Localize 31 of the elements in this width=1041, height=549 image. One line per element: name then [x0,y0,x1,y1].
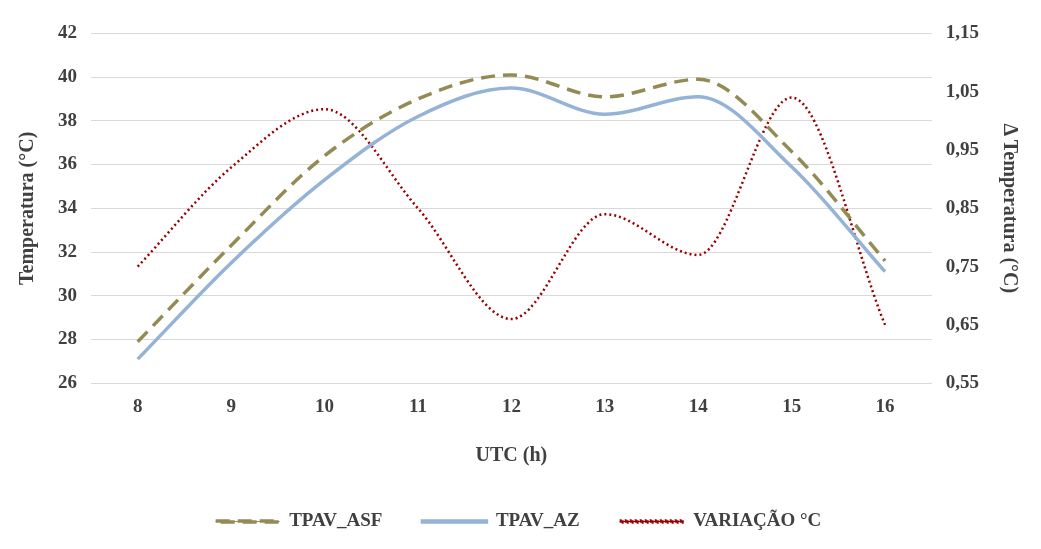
y-tick-label: 34 [58,196,78,218]
legend-label: TPAV_AZ [495,509,580,531]
y-tick-label: 42 [58,21,77,43]
x-tick-label: 16 [875,394,895,416]
x-tick-label: 10 [315,394,335,416]
y-tick-label: 40 [58,65,77,87]
y-tick-label: 32 [58,239,77,261]
y-tick-label: 36 [58,152,77,174]
x-axis-title: UTC (h) [475,443,548,467]
y2-axis-title: Δ Temperatura (°C) [998,123,1022,294]
y2-tick-label: 0,75 [945,254,979,276]
y-tick-label: 38 [58,108,77,130]
x-tick-label: 15 [782,394,802,416]
y-tick-label: 26 [58,371,77,393]
y-tick-label: 28 [58,327,77,349]
y2-tick-label: 0,95 [945,137,979,159]
x-tick-label: 11 [408,394,427,416]
x-tick-label: 12 [501,394,521,416]
y2-tick-label: 0,85 [945,196,979,218]
y2-tick-label: 1,05 [945,79,979,101]
x-tick-label: 13 [595,394,615,416]
x-tick-label: 14 [688,394,709,416]
legend-label: VARIAÇÃO °C [693,509,822,531]
y2-tick-label: 0,65 [945,312,979,334]
y2-tick-label: 0,55 [945,371,979,393]
x-tick-label: 8 [132,394,143,416]
y2-tick-label: 1,15 [945,21,979,43]
legend-label: TPAV_ASF [289,509,383,531]
y-tick-label: 30 [58,283,77,305]
y-axis-title: Temperatura (°C) [15,131,39,285]
x-tick-label: 9 [226,394,236,416]
